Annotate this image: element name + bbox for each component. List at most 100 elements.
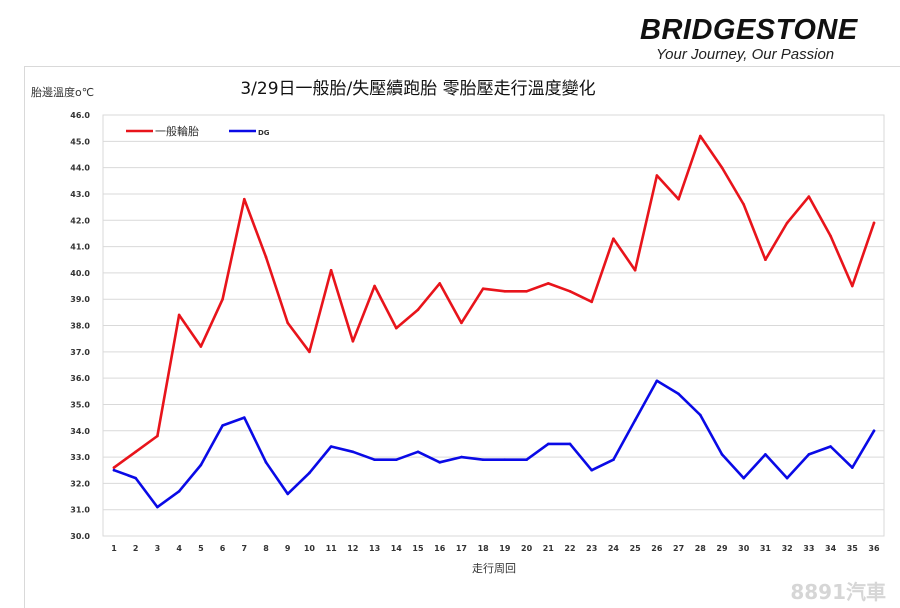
chart-title: 3/29日一般胎/失壓續跑胎 零胎壓走行溫度變化	[240, 79, 595, 99]
x-tick-label: 7	[241, 544, 247, 553]
y-tick-label: 45.0	[70, 137, 90, 146]
data-point	[698, 134, 702, 138]
y-tick-label: 39.0	[70, 295, 90, 304]
legend-label: DG	[258, 129, 270, 137]
y-tick-label: 37.0	[70, 348, 90, 357]
data-point	[568, 442, 572, 446]
x-tick-label: 18	[478, 544, 490, 553]
data-point	[872, 221, 876, 225]
data-point	[416, 308, 420, 312]
y-tick-label: 32.0	[70, 479, 90, 488]
data-point	[199, 463, 203, 467]
x-tick-label: 10	[304, 544, 316, 553]
data-point	[546, 442, 550, 446]
data-point	[460, 321, 463, 325]
data-point	[742, 476, 746, 480]
data-point	[785, 221, 789, 225]
data-point	[872, 429, 876, 433]
data-point	[655, 379, 659, 383]
x-tick-label: 1	[111, 544, 117, 553]
x-tick-label: 11	[326, 544, 338, 553]
data-point	[525, 458, 528, 461]
x-tick-label: 16	[434, 544, 446, 553]
data-point	[633, 418, 637, 422]
data-point	[329, 268, 333, 272]
x-tick-label: 8	[263, 544, 269, 553]
y-tick-label: 34.0	[70, 427, 90, 436]
x-tick-label: 20	[521, 544, 533, 553]
y-tick-label: 31.0	[70, 506, 90, 515]
data-point	[221, 297, 224, 301]
x-tick-label: 14	[391, 544, 403, 553]
data-point	[590, 468, 594, 472]
data-point	[177, 489, 181, 493]
data-point	[351, 339, 355, 343]
x-tick-label: 32	[782, 544, 793, 553]
x-tick-label: 31	[760, 544, 772, 553]
data-point	[156, 505, 159, 509]
x-tick-label: 15	[412, 544, 424, 553]
x-axis-label: 走行周回	[472, 562, 516, 575]
y-tick-label: 35.0	[70, 400, 90, 409]
x-tick-label: 2	[133, 544, 139, 553]
data-point	[481, 458, 485, 461]
data-point	[568, 289, 572, 293]
y-tick-label: 38.0	[70, 322, 90, 331]
data-point	[242, 416, 246, 419]
data-point	[373, 284, 376, 288]
data-point	[850, 466, 854, 469]
x-tick-label: 12	[347, 544, 358, 553]
x-tick-label: 36	[868, 544, 880, 553]
data-point	[807, 453, 811, 456]
y-tick-label: 43.0	[70, 190, 90, 199]
data-point	[633, 268, 637, 272]
x-tick-label: 26	[651, 544, 663, 553]
data-point	[329, 445, 333, 448]
data-point	[394, 458, 398, 461]
data-point	[112, 468, 116, 472]
data-point	[481, 287, 485, 290]
data-point	[264, 461, 268, 464]
data-point	[373, 458, 376, 461]
bridgestone-logo: BRIDGESTONE Your Journey, Our Passion	[640, 14, 870, 66]
data-point	[308, 471, 311, 475]
data-point	[785, 476, 789, 480]
data-point	[677, 392, 680, 396]
x-tick-label: 6	[220, 544, 226, 553]
data-point	[829, 445, 832, 448]
x-tick-label: 19	[499, 544, 511, 553]
data-point	[655, 174, 659, 177]
y-tick-label: 40.0	[70, 269, 90, 278]
data-point	[351, 450, 355, 454]
data-point	[134, 476, 138, 480]
y-tick-label: 41.0	[70, 243, 90, 252]
data-point	[242, 197, 246, 201]
data-point	[221, 424, 224, 427]
data-point	[807, 195, 811, 198]
logo-tagline: Your Journey, Our Passion	[656, 46, 835, 63]
x-tick-label: 3	[155, 544, 161, 553]
data-point	[264, 255, 268, 259]
data-point	[438, 282, 442, 285]
x-tick-label: 30	[738, 544, 750, 553]
data-point	[612, 458, 615, 461]
data-point	[720, 166, 724, 169]
data-point	[698, 413, 702, 417]
data-point	[764, 453, 767, 456]
series-line-dg-tire	[112, 379, 876, 509]
data-point	[677, 197, 680, 201]
x-tick-label: 13	[369, 544, 380, 553]
y-tick-label: 42.0	[70, 216, 90, 225]
y-tick-label: 44.0	[70, 164, 90, 173]
data-point	[394, 326, 398, 330]
x-tick-label: 27	[673, 544, 684, 553]
data-point	[286, 321, 290, 325]
data-point	[612, 237, 615, 240]
data-point	[112, 466, 116, 469]
data-point	[199, 345, 203, 348]
x-tick-label: 4	[176, 544, 182, 553]
x-tick-label: 33	[803, 544, 814, 553]
y-axis-label: 胎邊溫度o℃	[31, 85, 94, 99]
x-tick-label: 25	[630, 544, 642, 553]
